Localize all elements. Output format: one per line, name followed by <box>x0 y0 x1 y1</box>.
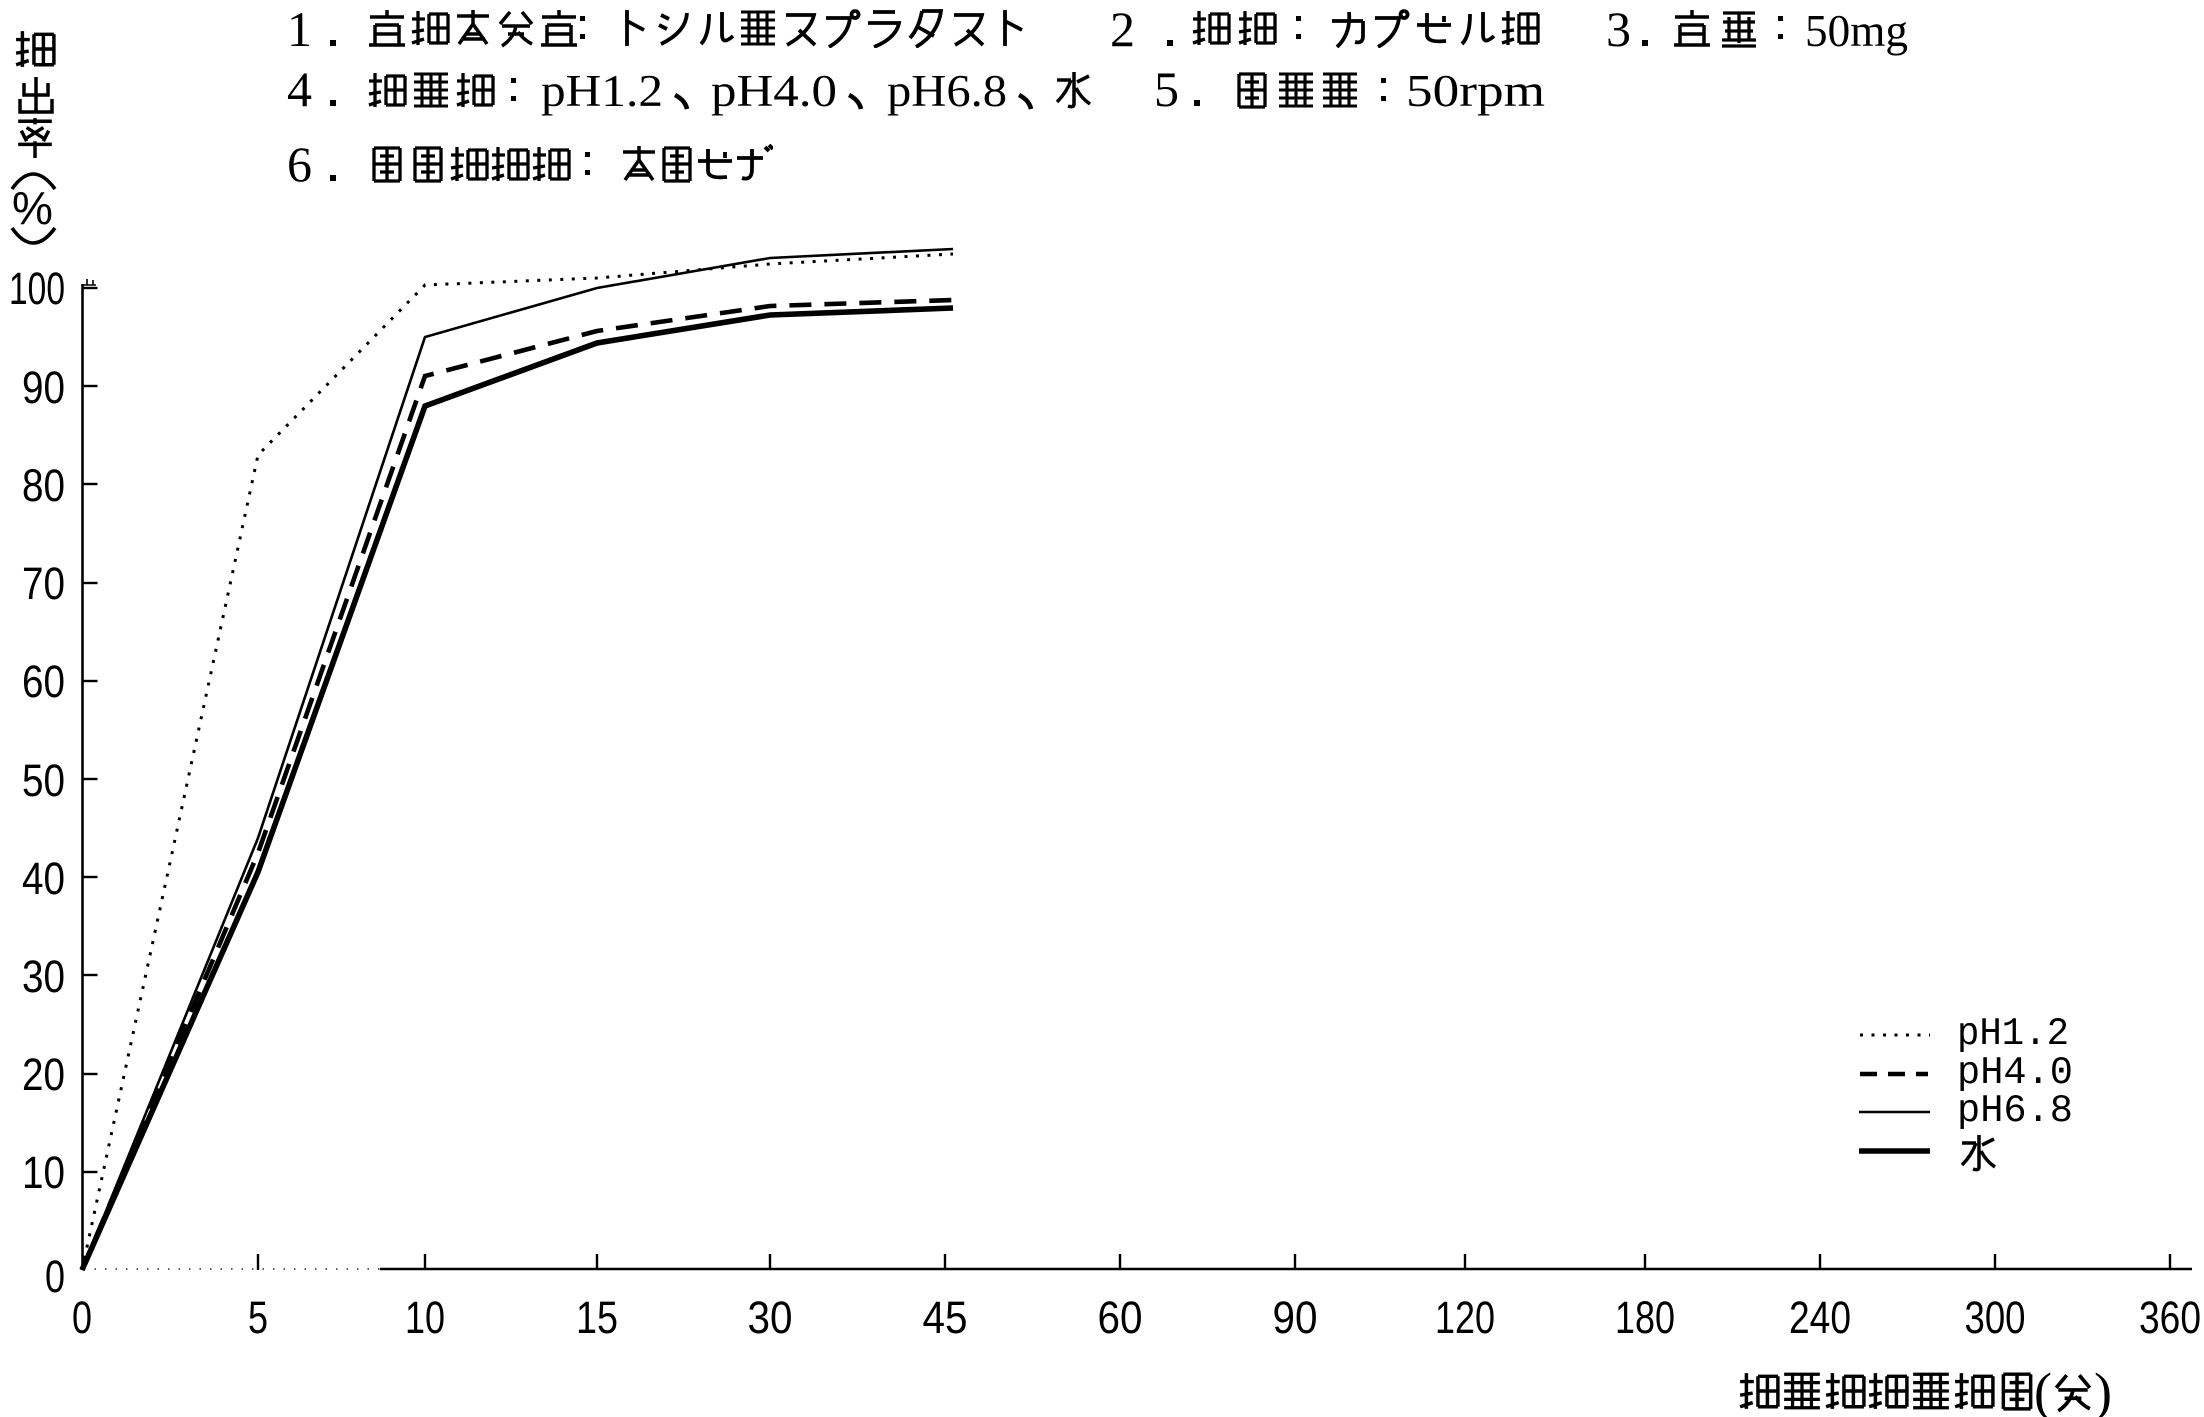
svg-text:5: 5 <box>248 1292 268 1343</box>
svg-text:360: 360 <box>2139 1292 2201 1343</box>
svg-text:pH6.8: pH6.8 <box>1957 1089 2073 1133</box>
svg-text:180: 180 <box>1615 1292 1675 1343</box>
svg-text:60: 60 <box>22 656 65 707</box>
svg-text:30: 30 <box>22 951 65 1002</box>
svg-text:pH1.2: pH1.2 <box>541 66 663 116</box>
svg-text:70: 70 <box>22 558 65 609</box>
svg-text:%: % <box>12 182 53 234</box>
svg-text:(: ( <box>2034 1362 2052 1417</box>
svg-text:3: 3 <box>1606 1 1631 57</box>
svg-text:0: 0 <box>72 1292 92 1343</box>
svg-text:45: 45 <box>923 1292 968 1343</box>
svg-text:90: 90 <box>22 362 65 413</box>
svg-text:10: 10 <box>22 1147 65 1198</box>
svg-text:4: 4 <box>287 61 312 117</box>
svg-text:60: 60 <box>1098 1292 1143 1343</box>
svg-text:10: 10 <box>405 1292 445 1343</box>
svg-text:40: 40 <box>22 853 65 904</box>
svg-text:90: 90 <box>1273 1292 1318 1343</box>
svg-text:0: 0 <box>45 1251 65 1302</box>
svg-text:120: 120 <box>1435 1292 1495 1343</box>
svg-text:300: 300 <box>1965 1292 2026 1343</box>
svg-text:6: 6 <box>287 136 312 192</box>
svg-text:pH4.0: pH4.0 <box>711 66 837 116</box>
svg-text:50: 50 <box>22 755 65 806</box>
svg-text:20: 20 <box>22 1049 65 1100</box>
svg-text:240: 240 <box>1789 1292 1851 1343</box>
svg-text:50rpm: 50rpm <box>1406 66 1545 116</box>
svg-text:1: 1 <box>287 1 312 57</box>
svg-text:30: 30 <box>748 1292 793 1343</box>
svg-text:15: 15 <box>576 1292 618 1343</box>
svg-text:pH1.2: pH1.2 <box>1957 1012 2069 1056</box>
svg-text:pH6.8: pH6.8 <box>887 66 1007 116</box>
svg-text:): ) <box>2094 1362 2112 1417</box>
svg-text:pH4.0: pH4.0 <box>1957 1051 2073 1095</box>
svg-text:80: 80 <box>22 460 65 511</box>
svg-text:2: 2 <box>1110 1 1135 57</box>
svg-text:50mg: 50mg <box>1805 6 1908 56</box>
svg-text:5: 5 <box>1154 61 1179 117</box>
svg-text:100: 100 <box>9 263 65 314</box>
